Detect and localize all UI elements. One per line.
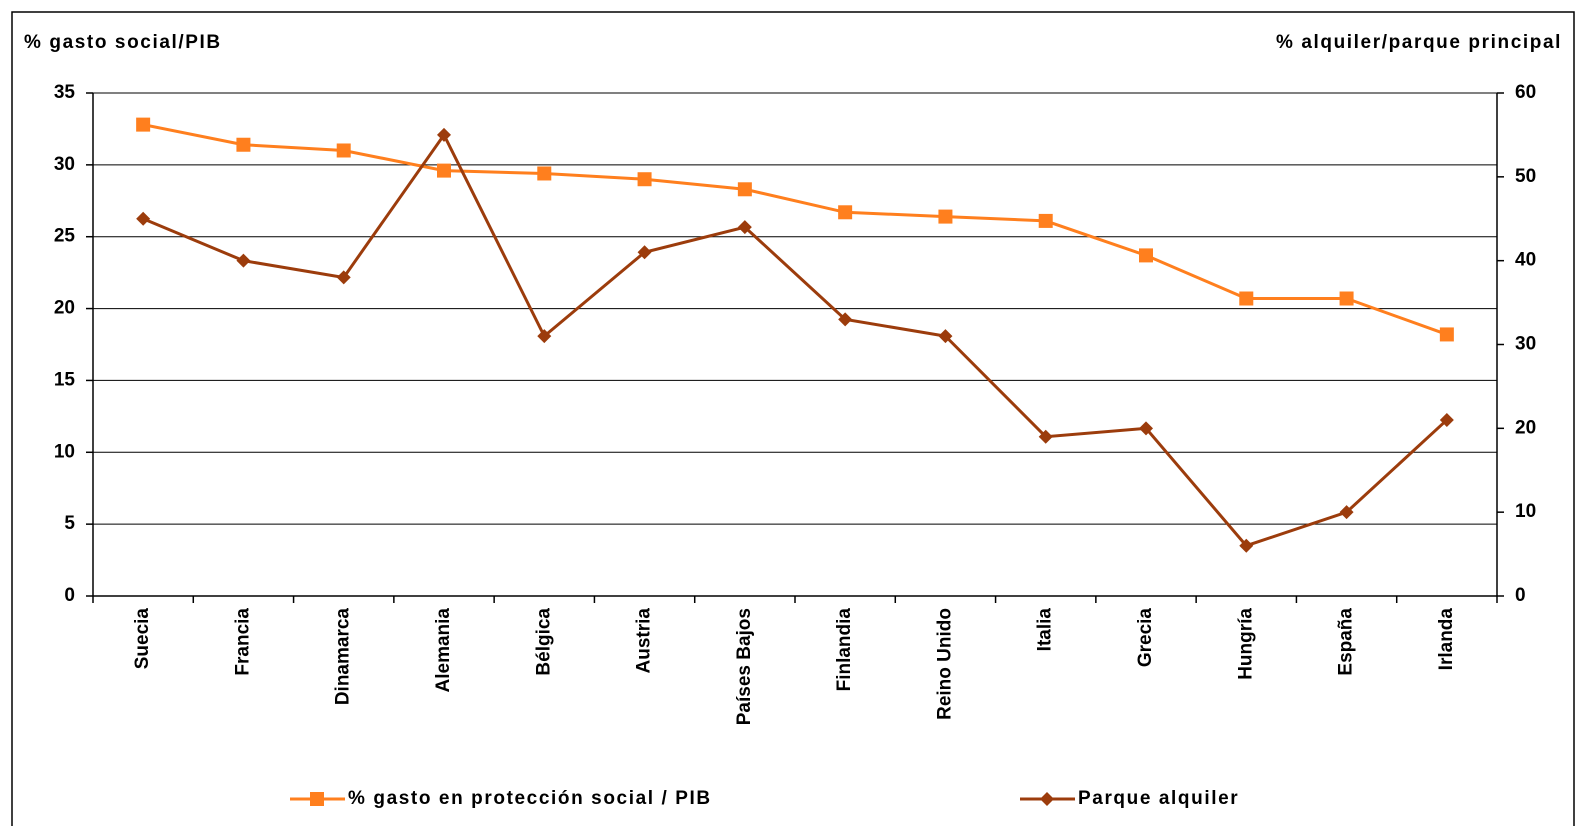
y-tick-label: 20 (54, 298, 75, 319)
x-tick-label: Austria (634, 608, 655, 674)
point (1239, 538, 1254, 553)
series-line (142, 131, 1448, 548)
point (136, 117, 151, 132)
point (1239, 291, 1254, 306)
point (838, 205, 853, 220)
point (136, 211, 151, 226)
chart-frame (11, 11, 1575, 831)
point (236, 253, 251, 268)
point (1038, 213, 1053, 228)
point (1139, 248, 1153, 263)
x-tick-label: Reino Unido (934, 608, 955, 720)
x-tick-label: España (1336, 608, 1357, 676)
y-tick-label: 5 (64, 513, 75, 534)
x-tick-label: Dinamarca (333, 608, 354, 706)
x-tick-label: Alemania (433, 608, 454, 693)
point (737, 182, 752, 197)
x-tick-label: Francia (232, 608, 253, 676)
y2-tick-label: 50 (1515, 166, 1536, 187)
legend-label: % gasto en protección social / PIB (348, 788, 712, 809)
x-tick-label: Finlandia (834, 608, 855, 692)
point (737, 220, 752, 235)
x-tick-label: Italia (1035, 608, 1056, 652)
point (637, 245, 652, 260)
y-tick-label: 15 (54, 369, 76, 390)
y2-axis-title: % alquiler/parque principal (1276, 32, 1562, 53)
y-tick-label: 25 (54, 226, 76, 247)
y2-tick-label: 40 (1515, 250, 1536, 271)
x-tick-label: Grecia (1135, 608, 1156, 668)
x-tick-label: Países Bajos (734, 608, 755, 725)
y2-tick-label: 30 (1515, 334, 1536, 355)
x-tick-label: Suecia (132, 608, 153, 670)
point (938, 329, 953, 344)
point (1139, 421, 1153, 436)
y2-tick-label: 10 (1515, 501, 1536, 522)
point (938, 209, 953, 224)
legend-label: Parque alquiler (1078, 788, 1239, 809)
y-tick-label: 30 (54, 154, 75, 175)
y-tick-label: 10 (54, 441, 75, 462)
point (437, 127, 451, 142)
point (838, 312, 853, 327)
y-axis-title: % gasto social/PIB (24, 32, 222, 53)
point (336, 143, 351, 158)
point (336, 270, 351, 285)
point (236, 137, 251, 152)
point (1339, 505, 1354, 520)
point (1439, 412, 1454, 427)
x-tick-label: Bélgica (533, 608, 554, 676)
point (537, 329, 552, 344)
point (637, 172, 652, 187)
point (1439, 327, 1454, 342)
point (1339, 291, 1354, 306)
y-tick-label: 35 (54, 82, 76, 103)
x-tick-label: Hungría (1235, 608, 1256, 680)
y2-tick-label: 20 (1515, 417, 1536, 438)
y-tick-label: 0 (64, 585, 75, 606)
y2-tick-label: 60 (1515, 82, 1536, 103)
point (1038, 429, 1053, 444)
series-line (142, 123, 1448, 336)
point (537, 166, 552, 181)
legend-marker (1040, 792, 1054, 806)
legend-marker (310, 792, 324, 806)
point (437, 163, 451, 178)
y2-tick-label: 0 (1515, 585, 1526, 606)
x-tick-label: Irlanda (1436, 608, 1457, 671)
